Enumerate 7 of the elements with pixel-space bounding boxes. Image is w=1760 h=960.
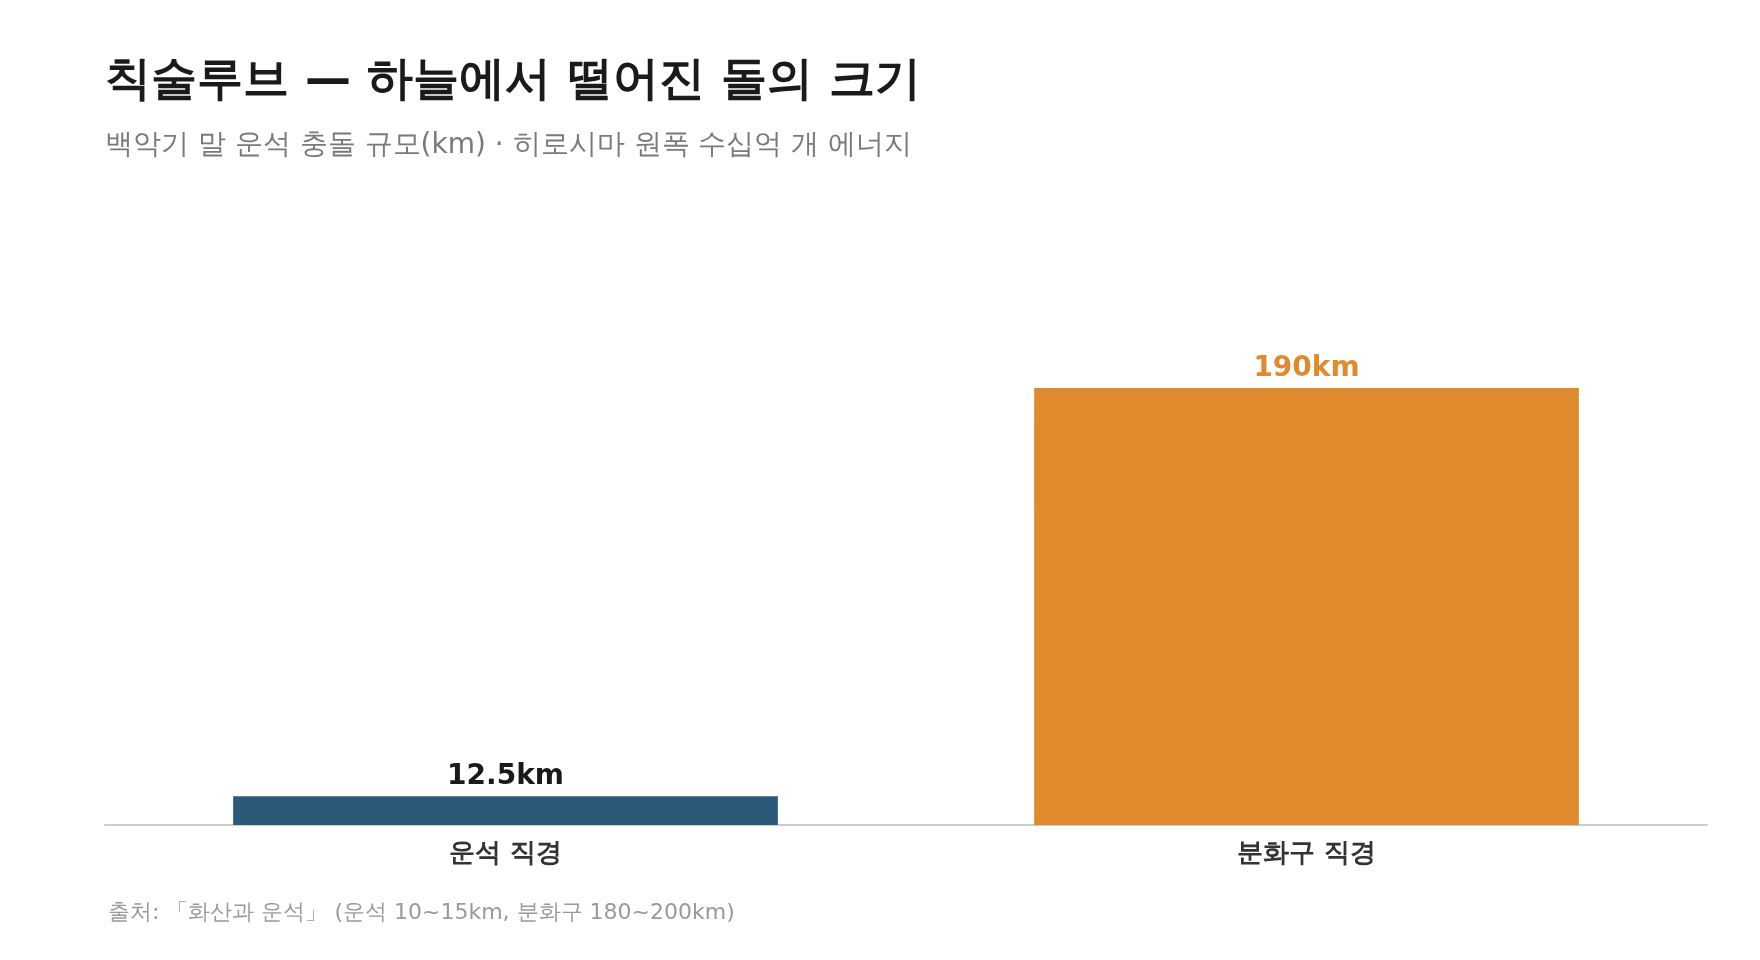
source-note: 출처: 「화산과 운석」 (운석 10~15km, 분화구 180~200km)	[108, 898, 735, 924]
data-label: 190km	[1253, 349, 1360, 383]
chart-subtitle: 백악기 말 운석 충돌 규모(km) · 히로시마 원폭 수십억 개 에너지	[105, 126, 913, 160]
data-label: 12.5km	[447, 757, 564, 791]
x-tick-label: 분화구 직경	[1236, 837, 1377, 867]
x-tick-label: 운석 직경	[448, 837, 563, 867]
chart-title: 칙술루브 — 하늘에서 떨어진 돌의 크기	[105, 51, 922, 105]
